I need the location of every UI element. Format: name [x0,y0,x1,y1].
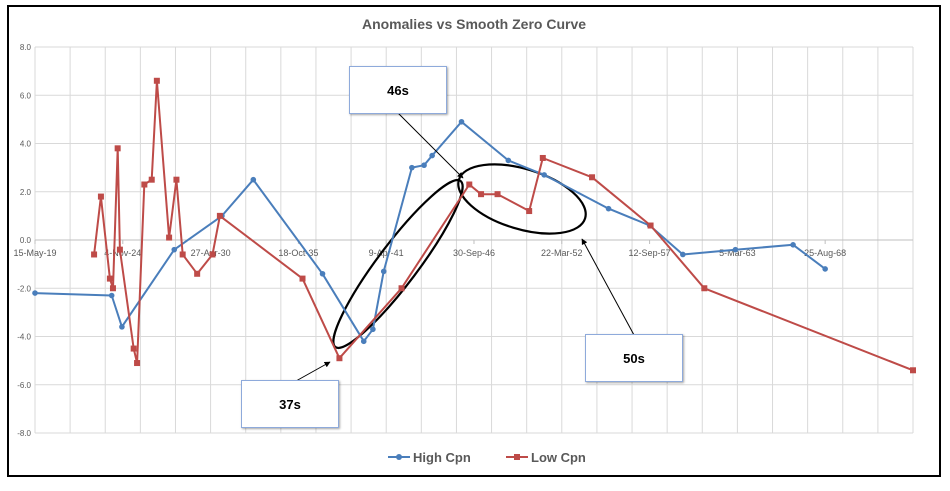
x-tick-label: 18-Oct-35 [278,248,318,258]
data-point [116,246,123,253]
arrow-37s [295,361,331,382]
callout-46s: 46s [349,66,447,114]
data-point [106,275,113,282]
x-tick-label: 4-Nov-24 [104,248,141,258]
x-tick-label: 30-Sep-46 [453,248,495,258]
data-point [429,152,435,159]
y-tick-label: -8.0 [17,429,31,438]
y-tick-label: 2.0 [20,188,32,197]
data-point [822,266,828,272]
x-tick-label: 15-May-19 [13,248,56,258]
data-point [360,338,367,345]
data-point [119,324,125,330]
arrow-50s [581,238,635,336]
y-tick-label: -4.0 [17,333,31,342]
y-tick-label: 0.0 [20,236,32,245]
series-low-cpn [91,77,916,374]
data-point [114,145,121,152]
data-point [647,222,654,229]
data-point [91,251,98,258]
data-point [171,246,178,253]
x-tick-label: 22-Mar-52 [541,248,583,258]
data-point [141,181,148,188]
y-tick-label: 4.0 [20,140,32,149]
data-point [494,191,501,198]
data-point [109,285,116,292]
data-point [336,355,343,362]
ellipse-37s [332,178,464,350]
data-point [380,268,387,275]
data-point [790,242,796,248]
data-point [605,205,612,212]
data-point [732,246,739,253]
callout-37s: 37s [241,380,339,428]
data-point [216,212,223,219]
y-tick-label: -6.0 [17,381,31,390]
data-point [166,234,173,241]
y-tick-label: 6.0 [20,91,32,100]
legend: High Cpn Low Cpn [388,450,586,465]
data-point [370,326,376,333]
data-point [539,154,546,161]
data-point [319,270,326,277]
data-point [209,251,216,258]
data-point [478,191,485,198]
data-point [148,176,155,183]
y-tick-label: 8.0 [20,43,32,52]
series-line [34,120,826,343]
data-point [108,292,115,299]
data-point [179,251,186,258]
x-tick-label: 9-Apr-41 [369,248,404,258]
x-tick-label: 12-Sep-57 [629,248,671,258]
data-point [398,285,405,292]
data-point [194,270,201,277]
data-point [130,345,137,352]
data-point [458,118,465,125]
y-tick-label: -2.0 [17,284,31,293]
data-point [32,290,38,296]
legend-label-high-cpn: High Cpn [413,450,471,465]
data-point [466,181,473,188]
data-point [134,360,141,367]
data-point [910,367,916,374]
data-point [421,162,427,169]
series [32,77,916,374]
x-tick-label: 5-Mar-63 [719,248,756,258]
x-tick-label: 25-Aug-68 [804,248,846,258]
callout-50s: 50s [585,334,683,382]
legend-marker-high-cpn [396,454,402,460]
legend-label-low-cpn: Low Cpn [531,450,586,465]
data-point [250,176,257,183]
data-point [701,285,708,292]
data-point [680,251,686,258]
data-point [589,174,596,181]
series-high-cpn [32,118,828,345]
annotation-arrows [295,112,635,382]
data-point [409,164,415,171]
data-point [153,77,160,84]
data-point [541,172,547,178]
legend-marker-low-cpn [514,454,520,460]
data-point [299,275,306,282]
arrow-46s [397,112,464,179]
data-point [173,176,180,183]
data-point [505,157,512,164]
chart-title: Anomalies vs Smooth Zero Curve [362,16,586,32]
data-point [97,193,104,200]
data-point [526,208,533,215]
